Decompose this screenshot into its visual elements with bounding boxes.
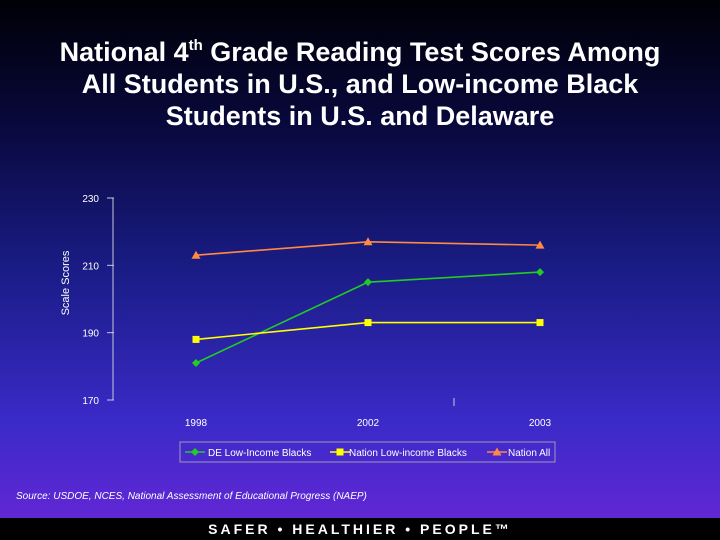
source-note: Source: USDOE, NCES, National Assessment… — [16, 491, 367, 502]
y-tick-label: 210 — [82, 261, 99, 272]
series-lines — [195, 240, 541, 364]
slide-title: National 4th Grade Reading Test Scores A… — [40, 36, 680, 132]
title-rest: Grade Reading Test Scores Among All Stud… — [81, 37, 661, 131]
x-tick-label: 2003 — [529, 418, 552, 429]
legend-marker — [336, 448, 344, 456]
data-point — [535, 240, 545, 249]
data-point — [536, 319, 544, 327]
legend-marker — [492, 447, 502, 456]
series-markers — [191, 237, 545, 367]
x-tick-label: 1998 — [185, 418, 208, 429]
y-tick-label: 170 — [82, 396, 99, 407]
data-point — [536, 268, 544, 277]
chart-legend: DE Low-Income Blacks Nation Low-income Bl… — [179, 441, 556, 463]
y-tick-label: 190 — [82, 329, 99, 340]
data-point — [363, 237, 373, 246]
legend-label: Nation Low-income Blacks — [349, 448, 467, 459]
legend-marker — [191, 448, 199, 456]
footer-bar: SAFER • HEALTHIER • PEOPLE™ — [0, 518, 720, 540]
title-superscript: th — [188, 37, 203, 54]
y-tick-label: 230 — [82, 194, 99, 205]
title-main: National 4 — [59, 37, 189, 67]
chart-axes — [112, 198, 455, 406]
legend-box — [179, 441, 556, 463]
y-axis-label: Scale Scores — [60, 250, 72, 315]
footer-slogan: SAFER • HEALTHIER • PEOPLE™ — [208, 521, 512, 537]
data-point — [192, 358, 200, 367]
data-point — [364, 278, 372, 287]
legend-label: Nation All — [508, 448, 550, 459]
y-axis-ticks: 230 210 190 170 — [82, 194, 114, 407]
data-point — [192, 335, 200, 343]
legend-label: DE Low-Income Blacks — [208, 448, 311, 459]
x-tick-label: 2002 — [357, 418, 380, 429]
data-point — [364, 319, 372, 327]
data-point — [191, 250, 201, 259]
x-axis-ticks: 1998 2002 2003 — [185, 418, 552, 429]
